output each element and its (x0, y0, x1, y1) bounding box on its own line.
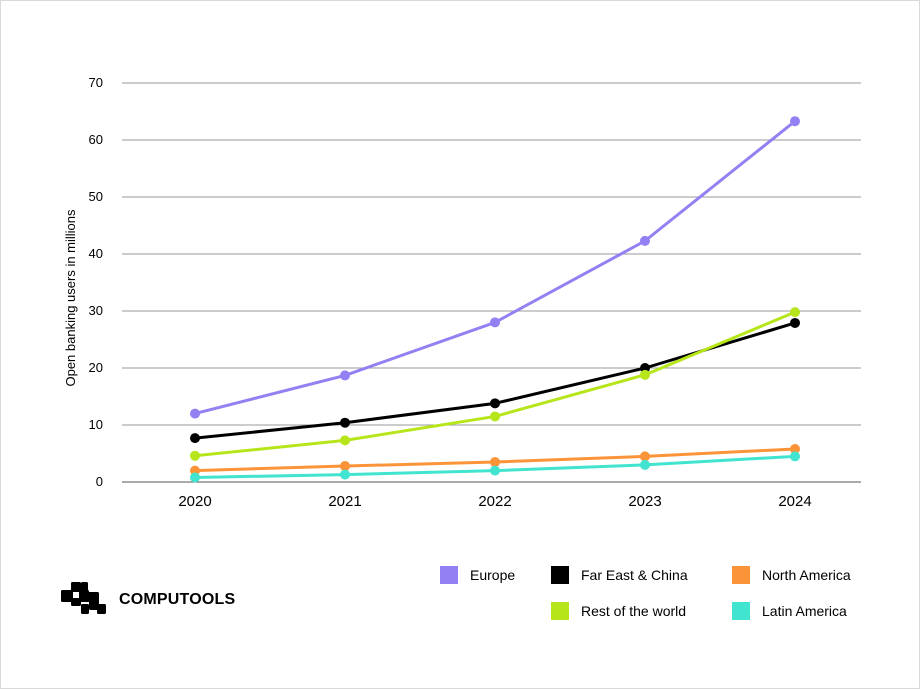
grid-lines (122, 82, 861, 483)
x-tick-label-2022: 2022 (478, 493, 511, 510)
y-tick-label-40: 40 (89, 246, 103, 261)
series-line-europe (193, 119, 797, 416)
data-point-latin-america-2021 (340, 469, 350, 480)
legend-swatch-europe (440, 566, 458, 584)
series-latin-america (190, 451, 800, 483)
data-point-europe-2020 (190, 408, 200, 419)
data-point-north-america-2020 (190, 465, 200, 476)
legend-label-north-america: North America (762, 567, 851, 583)
y-tick-label-10: 10 (89, 417, 103, 432)
legend-item-north-america: North America (732, 566, 851, 584)
y-tick-label-0: 0 (96, 474, 103, 489)
series-layer (190, 116, 800, 483)
data-point-rest-of-the-world-2020 (190, 450, 200, 461)
x-axis-ticks: 2020 2021 2022 2023 2024 (178, 493, 811, 510)
data-point-rest-of-the-world-2024 (790, 307, 800, 318)
data-point-north-america-2024 (790, 443, 800, 454)
computools-logo-icon (61, 582, 106, 614)
series-line-rest-of-the-world (193, 310, 797, 458)
legend-swatch-far-east-china (551, 566, 569, 584)
data-point-europe-2022 (490, 317, 500, 328)
legend-label-europe: Europe (470, 567, 516, 583)
data-point-rest-of-the-world-2023 (640, 369, 650, 380)
brand-logo: COMPUTOOLS (61, 582, 235, 617)
x-tick-label-2021: 2021 (328, 493, 361, 510)
series-far-east-china (190, 317, 800, 444)
y-tick-label-30: 30 (89, 303, 103, 318)
series-europe (190, 116, 800, 419)
data-point-far-east-china-2020 (190, 433, 200, 444)
data-point-far-east-china-2023 (640, 363, 650, 373)
x-tick-label-2023: 2023 (628, 493, 661, 510)
data-point-rest-of-the-world-2021 (340, 435, 350, 446)
legend-item-rest-of-world: Rest of the world (551, 602, 686, 620)
data-point-far-east-china-2021 (340, 417, 350, 428)
y-tick-label-50: 50 (89, 189, 103, 204)
data-point-latin-america-2020 (190, 472, 200, 483)
series-north-america (190, 443, 800, 476)
legend-swatch-rest-of-world (551, 602, 569, 620)
series-rest-of-the-world (190, 307, 800, 461)
legend-item-europe: Europe (440, 566, 515, 584)
data-point-europe-2021 (340, 370, 350, 381)
y-tick-label-20: 20 (89, 360, 103, 375)
data-point-europe-2024 (790, 116, 800, 127)
brand-name: COMPUTOOLS (119, 590, 236, 608)
legend-item-far-east-china: Far East & China (551, 566, 688, 584)
data-point-latin-america-2022 (490, 465, 500, 476)
y-tick-label-70: 70 (89, 75, 103, 90)
data-point-north-america-2022 (490, 457, 500, 468)
data-point-europe-2023 (640, 235, 650, 246)
y-axis-ticks: 0 10 20 30 40 50 60 70 (89, 75, 103, 489)
y-axis-title: Open banking users in millions (63, 209, 78, 387)
x-tick-label-2024: 2024 (778, 493, 811, 510)
y-tick-label-60: 60 (89, 132, 103, 147)
legend-label-latin-america: Latin America (762, 603, 847, 619)
legend-label-rest-of-world: Rest of the world (581, 603, 687, 619)
data-point-latin-america-2023 (640, 459, 650, 470)
data-point-rest-of-the-world-2022 (490, 411, 500, 422)
legend-item-latin-america: Latin America (732, 602, 847, 620)
legend-swatch-latin-america (732, 602, 750, 620)
data-point-north-america-2021 (340, 461, 350, 472)
data-point-latin-america-2024 (790, 451, 800, 462)
data-point-far-east-china-2024 (790, 317, 800, 328)
legend-swatch-north-america (732, 566, 750, 584)
data-point-north-america-2023 (640, 451, 650, 462)
x-tick-label-2020: 2020 (178, 493, 211, 510)
data-point-far-east-china-2022 (490, 398, 500, 409)
legend-label-far-east-china: Far East & China (581, 567, 688, 583)
